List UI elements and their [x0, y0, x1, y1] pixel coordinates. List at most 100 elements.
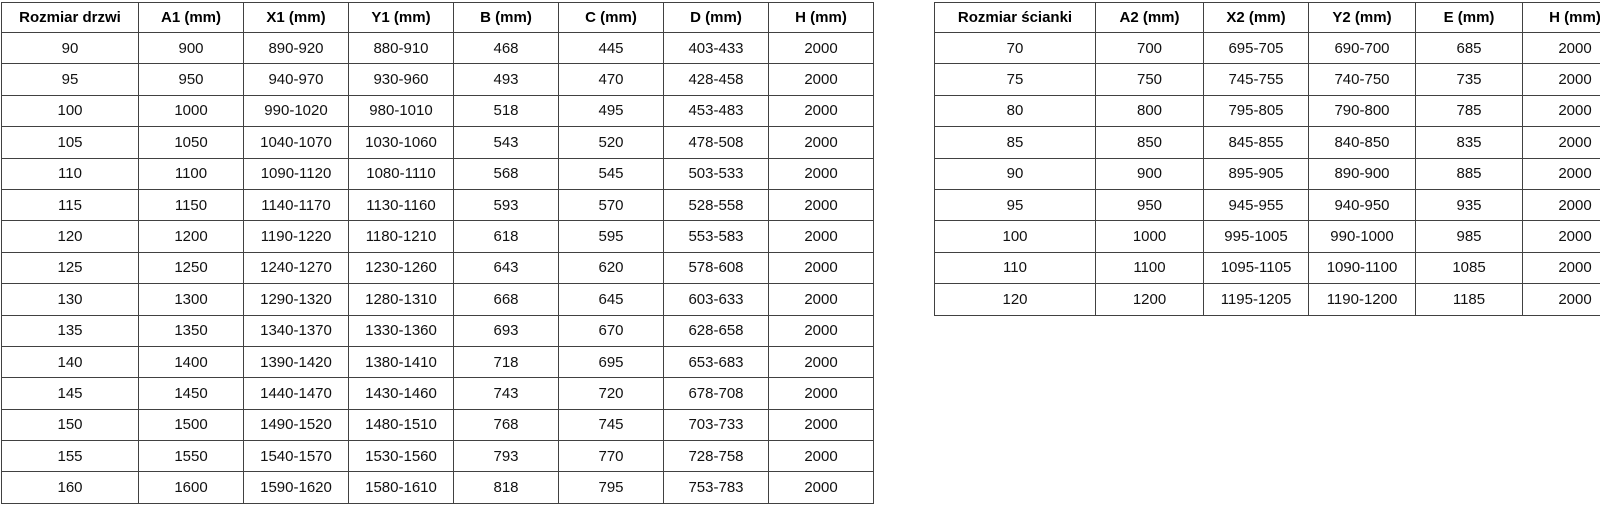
- table-cell: 520: [558, 126, 664, 159]
- table-cell: 105: [1, 126, 139, 159]
- table-cell: 768: [453, 408, 559, 442]
- table-cell: 1195-1205: [1203, 283, 1309, 316]
- table-cell: 1080-1110: [348, 157, 454, 190]
- table-cell: 930-960: [348, 63, 454, 96]
- table-row: 120 1200 1195-1205 1190-1200 1185 2000: [934, 283, 1600, 316]
- table-cell: 2000: [768, 440, 874, 473]
- table-cell: 785: [1415, 94, 1523, 128]
- table-cell: 995-1005: [1203, 220, 1309, 253]
- table-cell: 628-658: [663, 314, 769, 347]
- table-cell: 85: [934, 126, 1096, 159]
- table-cell: 595: [558, 220, 664, 253]
- table-row: 120 1200 1190-1220 1180-1210 618 595 553-583 20…: [1, 220, 874, 253]
- table-cell: 945-955: [1203, 188, 1309, 222]
- table-cell: 2000: [1522, 126, 1600, 159]
- table-cell: 478-508: [663, 126, 769, 159]
- table-row: 100 1000 990-1020 980-1010 518 495 453-483 2000: [1, 94, 874, 128]
- column-header: A2 (mm): [1095, 2, 1204, 33]
- table-cell: 1100: [1095, 251, 1204, 285]
- table-cell: 2000: [1522, 188, 1600, 222]
- table-cell: 1480-1510: [348, 408, 454, 442]
- table-cell: 1040-1070: [243, 126, 349, 159]
- table-cell: 1580-1610: [348, 471, 454, 504]
- table-cell: 403-433: [663, 31, 769, 65]
- table-cell: 1030-1060: [348, 126, 454, 159]
- table-cell: 1540-1570: [243, 440, 349, 473]
- table-cell: 895-905: [1203, 157, 1309, 190]
- table-cell: 160: [1, 471, 139, 504]
- table-cell: 2000: [768, 220, 874, 253]
- table-cell: 940-970: [243, 63, 349, 96]
- table-cell: 700: [1095, 31, 1204, 65]
- table-row: 80 800 795-805 790-800 785 2000: [934, 94, 1600, 128]
- table-cell: 145: [1, 377, 139, 410]
- table-cell: 543: [453, 126, 559, 159]
- table-cell: 1200: [138, 220, 244, 253]
- table-cell: 155: [1, 440, 139, 473]
- column-header: Rozmiar drzwi: [1, 2, 139, 33]
- table-cell: 720: [558, 377, 664, 410]
- table-cell: 728-758: [663, 440, 769, 473]
- table-cell: 743: [453, 377, 559, 410]
- table-cell: 135: [1, 314, 139, 347]
- table-cell: 2000: [768, 471, 874, 504]
- table-cell: 1530-1560: [348, 440, 454, 473]
- header-row: Rozmiar drzwi A1 (mm) X1 (mm) Y1 (mm) B (mm)…: [1, 2, 874, 33]
- table-cell: 885: [1415, 157, 1523, 190]
- table-cell: 1440-1470: [243, 377, 349, 410]
- table-cell: 1400: [138, 345, 244, 379]
- table-cell: 1095-1105: [1203, 251, 1309, 285]
- table-cell: 2000: [768, 63, 874, 96]
- column-header: A1 (mm): [138, 2, 244, 33]
- table-cell: 900: [138, 31, 244, 65]
- table-cell: 470: [558, 63, 664, 96]
- table-cell: 125: [1, 251, 139, 285]
- table-cell: 70: [934, 31, 1096, 65]
- table-row: 110 1100 1095-1105 1090-1100 1085 2000: [934, 251, 1600, 285]
- table-cell: 130: [1, 283, 139, 316]
- table-cell: 940-950: [1308, 188, 1416, 222]
- table-cell: 1330-1360: [348, 314, 454, 347]
- table-cell: 518: [453, 94, 559, 128]
- table-row: 95 950 945-955 940-950 935 2000: [934, 188, 1600, 222]
- table-cell: 453-483: [663, 94, 769, 128]
- wall-sizes-table: Rozmiar ścianki A2 (mm) X2 (mm) Y2 (mm) E (m…: [934, 2, 1600, 316]
- table-cell: 95: [934, 188, 1096, 222]
- table-cell: 850: [1095, 126, 1204, 159]
- table-cell: 1085: [1415, 251, 1523, 285]
- table-cell: 553-583: [663, 220, 769, 253]
- table-cell: 695: [558, 345, 664, 379]
- table-cell: 1130-1160: [348, 188, 454, 222]
- table-cell: 990-1000: [1308, 220, 1416, 253]
- table-row: 75 750 745-755 740-750 735 2000: [934, 63, 1600, 96]
- table-cell: 900: [1095, 157, 1204, 190]
- table-row: 140 1400 1390-1420 1380-1410 718 695 653-683 20…: [1, 345, 874, 379]
- table-cell: 545: [558, 157, 664, 190]
- table-cell: 795: [558, 471, 664, 504]
- column-header: Y1 (mm): [348, 2, 454, 33]
- table-cell: 2000: [768, 408, 874, 442]
- table-cell: 618: [453, 220, 559, 253]
- table-cell: 840-850: [1308, 126, 1416, 159]
- table-cell: 2000: [768, 345, 874, 379]
- table-cell: 790-800: [1308, 94, 1416, 128]
- table-cell: 1200: [1095, 283, 1204, 316]
- table-cell: 1350: [138, 314, 244, 347]
- table-cell: 1550: [138, 440, 244, 473]
- table-cell: 80: [934, 94, 1096, 128]
- column-header: B (mm): [453, 2, 559, 33]
- table-cell: 493: [453, 63, 559, 96]
- table-row: 115 1150 1140-1170 1130-1160 593 570 528-558 20…: [1, 188, 874, 222]
- column-header: C (mm): [558, 2, 664, 33]
- table-row: 125 1250 1240-1270 1230-1260 643 620 578-608 20…: [1, 251, 874, 285]
- table-cell: 800: [1095, 94, 1204, 128]
- table-cell: 1590-1620: [243, 471, 349, 504]
- table-cell: 620: [558, 251, 664, 285]
- table-cell: 1180-1210: [348, 220, 454, 253]
- column-header: X1 (mm): [243, 2, 349, 33]
- table-cell: 643: [453, 251, 559, 285]
- table-cell: 990-1020: [243, 94, 349, 128]
- table-cell: 2000: [768, 283, 874, 316]
- table-cell: 670: [558, 314, 664, 347]
- table-cell: 890-920: [243, 31, 349, 65]
